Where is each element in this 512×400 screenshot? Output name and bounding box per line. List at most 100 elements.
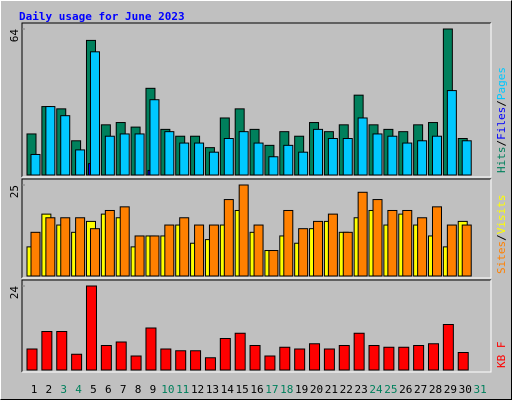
- bar: [402, 209, 413, 277]
- bar: [238, 131, 249, 176]
- x-tick-label: 26: [399, 383, 412, 396]
- x-tick-label: 31: [473, 383, 486, 396]
- bar: [219, 338, 231, 371]
- legend-entry: Files: [495, 107, 508, 140]
- bar: [190, 350, 202, 371]
- x-tick-label: 28: [429, 383, 442, 396]
- bar: [457, 352, 469, 371]
- x-tick-label: 11: [176, 383, 189, 396]
- bar: [357, 191, 368, 277]
- y-tick-label: 64: [8, 29, 21, 43]
- bar: [387, 209, 398, 277]
- bar: [313, 128, 324, 176]
- bar: [279, 346, 291, 371]
- bar: [223, 199, 234, 277]
- legend-separator: /: [495, 140, 508, 147]
- bar: [283, 144, 294, 176]
- x-tick-label: 23: [355, 383, 368, 396]
- bar: [179, 217, 190, 277]
- bar: [145, 327, 157, 371]
- bar: [89, 228, 100, 277]
- bar: [298, 151, 309, 176]
- bar: [446, 90, 457, 176]
- x-tick-label: 6: [105, 383, 112, 396]
- x-tick-label: 17: [265, 383, 278, 396]
- bar: [253, 224, 264, 277]
- x-tick-label: 10: [161, 383, 174, 396]
- chart-title: Daily usage for June 2023: [19, 10, 185, 23]
- bar: [342, 138, 353, 176]
- bar: [75, 217, 86, 277]
- bar: [357, 117, 368, 176]
- bar: [268, 156, 279, 176]
- x-tick-label: 13: [206, 383, 219, 396]
- bar: [60, 217, 71, 277]
- bar: [323, 348, 335, 371]
- legend-entry: Hits: [495, 147, 508, 174]
- bar: [327, 213, 338, 277]
- legend-entry: Visits: [495, 195, 508, 235]
- bar: [383, 346, 395, 371]
- x-tick-label: 20: [310, 383, 323, 396]
- bar: [208, 151, 219, 176]
- panel-edge: [21, 22, 491, 177]
- bar: [149, 235, 160, 277]
- bar: [461, 140, 472, 176]
- x-tick-label: 7: [120, 383, 127, 396]
- x-tick-label: 3: [60, 383, 67, 396]
- bar: [160, 348, 172, 371]
- x-tick-label: 30: [459, 383, 472, 396]
- legend: Sites/Visits: [495, 195, 508, 275]
- bar: [194, 224, 205, 277]
- bar: [327, 138, 338, 176]
- bar: [89, 51, 100, 176]
- panel-edge: [21, 178, 491, 278]
- bar: [104, 209, 115, 277]
- x-tick-label: 29: [444, 383, 457, 396]
- panel-edge: [22, 179, 492, 279]
- bar: [119, 206, 130, 277]
- legend: Hits/Files/Pages: [495, 67, 508, 173]
- legend-entry: Sites: [495, 241, 508, 274]
- x-tick-label: 24: [369, 383, 383, 396]
- panel-edge: [22, 23, 492, 178]
- bar: [130, 355, 142, 371]
- bar: [179, 142, 190, 176]
- x-tick-label: 21: [325, 383, 338, 396]
- bar: [338, 345, 350, 371]
- bar: [234, 332, 246, 371]
- bar: [71, 353, 83, 371]
- legend-separator: /: [495, 234, 508, 241]
- bar: [446, 224, 457, 277]
- bar: [353, 332, 365, 371]
- bar: [249, 345, 261, 371]
- bar: [283, 209, 294, 277]
- bar: [398, 346, 410, 371]
- bar: [368, 345, 380, 371]
- x-tick-label: 4: [75, 383, 82, 396]
- bar: [194, 142, 205, 176]
- bar: [431, 135, 442, 176]
- legend-entry: KB F: [495, 342, 508, 369]
- x-tick-label: 27: [414, 383, 427, 396]
- bar: [119, 133, 130, 176]
- bar: [60, 115, 71, 176]
- bar: [149, 99, 160, 176]
- x-tick-label: 14: [221, 383, 235, 396]
- x-tick-label: 1: [31, 383, 38, 396]
- bar: [56, 331, 68, 371]
- bar: [387, 135, 398, 176]
- bar: [294, 348, 306, 371]
- bar: [431, 206, 442, 277]
- bar: [175, 350, 187, 371]
- bar: [208, 224, 219, 277]
- bar: [417, 217, 428, 277]
- bar: [223, 138, 234, 176]
- bar: [164, 224, 175, 277]
- bar: [75, 149, 86, 176]
- bar: [417, 140, 428, 176]
- bar: [30, 153, 41, 176]
- bar: [402, 142, 413, 176]
- x-tick-label: 18: [280, 383, 293, 396]
- legend-entry: Pages: [495, 67, 508, 100]
